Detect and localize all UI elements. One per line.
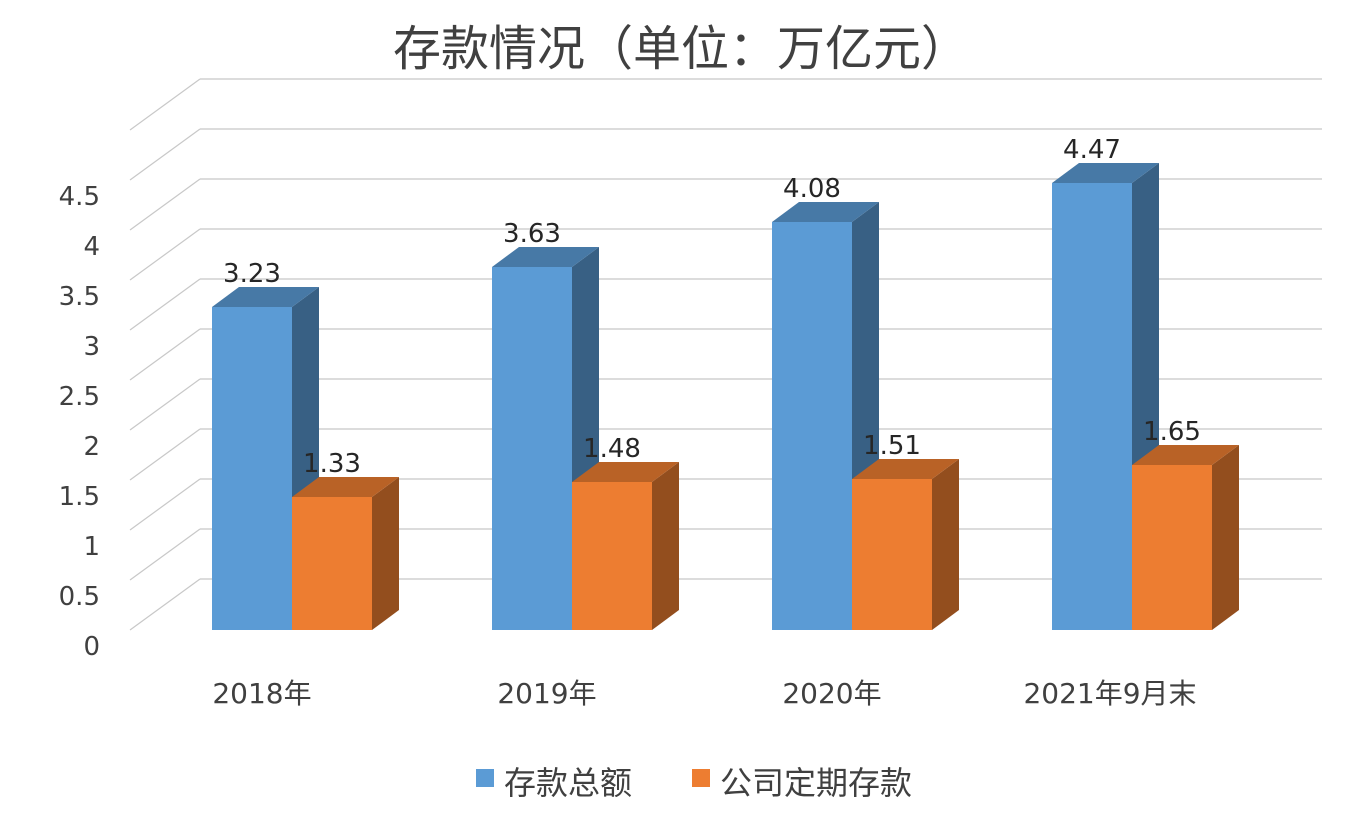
y-tick-label: 0.5 — [59, 582, 100, 612]
bar-front — [492, 267, 572, 630]
bar-top — [852, 459, 959, 479]
bar-side — [652, 462, 679, 630]
bar-front — [772, 222, 852, 630]
legend-swatch — [692, 769, 710, 787]
gridline-diagonal — [129, 78, 201, 131]
bar-top — [772, 202, 879, 222]
bar-top — [212, 287, 319, 307]
bar-side — [932, 459, 959, 630]
bar-top — [492, 247, 599, 267]
bar-side — [1212, 445, 1239, 630]
bar-top — [572, 462, 679, 482]
gridline-diagonal — [129, 328, 201, 381]
gridline-diagonal — [129, 578, 201, 631]
bar-front — [292, 497, 372, 630]
bar-corporate-time-deposits — [572, 462, 679, 630]
legend-item: 公司定期存款 — [692, 764, 912, 802]
y-tick-label: 4 — [83, 232, 100, 262]
bar-corporate-time-deposits — [292, 477, 399, 630]
bar-top — [292, 477, 399, 497]
data-label: 1.65 — [1143, 417, 1201, 447]
legend-label: 存款总额 — [504, 764, 632, 802]
y-tick-label: 3.5 — [59, 282, 100, 312]
y-tick-label: 4.5 — [59, 182, 100, 212]
y-axis-ticks: 0 0.5 1 1.5 2 2.5 3 3.5 4 4.5 — [59, 182, 100, 662]
bars — [212, 163, 1239, 630]
gridline-diagonal — [129, 128, 201, 181]
legend-label: 公司定期存款 — [720, 764, 912, 802]
data-label: 1.51 — [863, 431, 921, 461]
bar-front — [1052, 183, 1132, 630]
y-tick-label: 0 — [83, 632, 100, 662]
bar-corporate-time-deposits — [852, 459, 959, 630]
bar-top — [1132, 445, 1239, 465]
data-label: 1.48 — [583, 434, 641, 464]
bar-front — [212, 307, 292, 630]
legend-item: 存款总额 — [476, 764, 632, 802]
data-label: 3.23 — [223, 259, 281, 289]
y-tick-label: 2 — [83, 432, 100, 462]
data-label: 4.47 — [1063, 135, 1121, 165]
bar-side — [372, 477, 399, 630]
y-tick-label: 1 — [83, 532, 100, 562]
y-tick-label: 1.5 — [59, 482, 100, 512]
bar-front — [1132, 465, 1212, 630]
x-tick-label: 2019年 — [497, 677, 596, 710]
bar-top — [1052, 163, 1159, 183]
data-label: 3.63 — [503, 219, 561, 249]
x-tick-label: 2021年9月末 — [1023, 677, 1196, 710]
y-tick-label: 2.5 — [59, 382, 100, 412]
gridline-diagonal — [129, 228, 201, 281]
gridline-diagonal — [129, 478, 201, 531]
chart-title: 存款情况（单位：万亿元） — [393, 21, 969, 77]
legend: 存款总额 公司定期存款 — [476, 764, 912, 802]
x-tick-label: 2020年 — [782, 677, 881, 710]
bar-corporate-time-deposits — [1132, 445, 1239, 630]
gridline-diagonal — [129, 428, 201, 481]
gridline-diagonal — [129, 278, 201, 331]
x-axis-ticks: 2018年 2019年 2020年 2021年9月末 — [212, 677, 1196, 710]
data-label: 1.33 — [303, 449, 361, 479]
legend-swatch — [476, 769, 494, 787]
gridline-diagonal — [129, 378, 201, 431]
bar-front — [852, 479, 932, 630]
gridline-diagonal — [129, 528, 201, 581]
x-tick-label: 2018年 — [212, 677, 311, 710]
gridline-diagonal — [129, 178, 201, 231]
y-tick-label: 3 — [83, 332, 100, 362]
data-labels: 3.23 1.33 3.63 1.48 4.08 1.51 4.47 1.65 — [223, 135, 1201, 479]
bar-front — [572, 482, 652, 630]
data-label: 4.08 — [783, 174, 841, 204]
